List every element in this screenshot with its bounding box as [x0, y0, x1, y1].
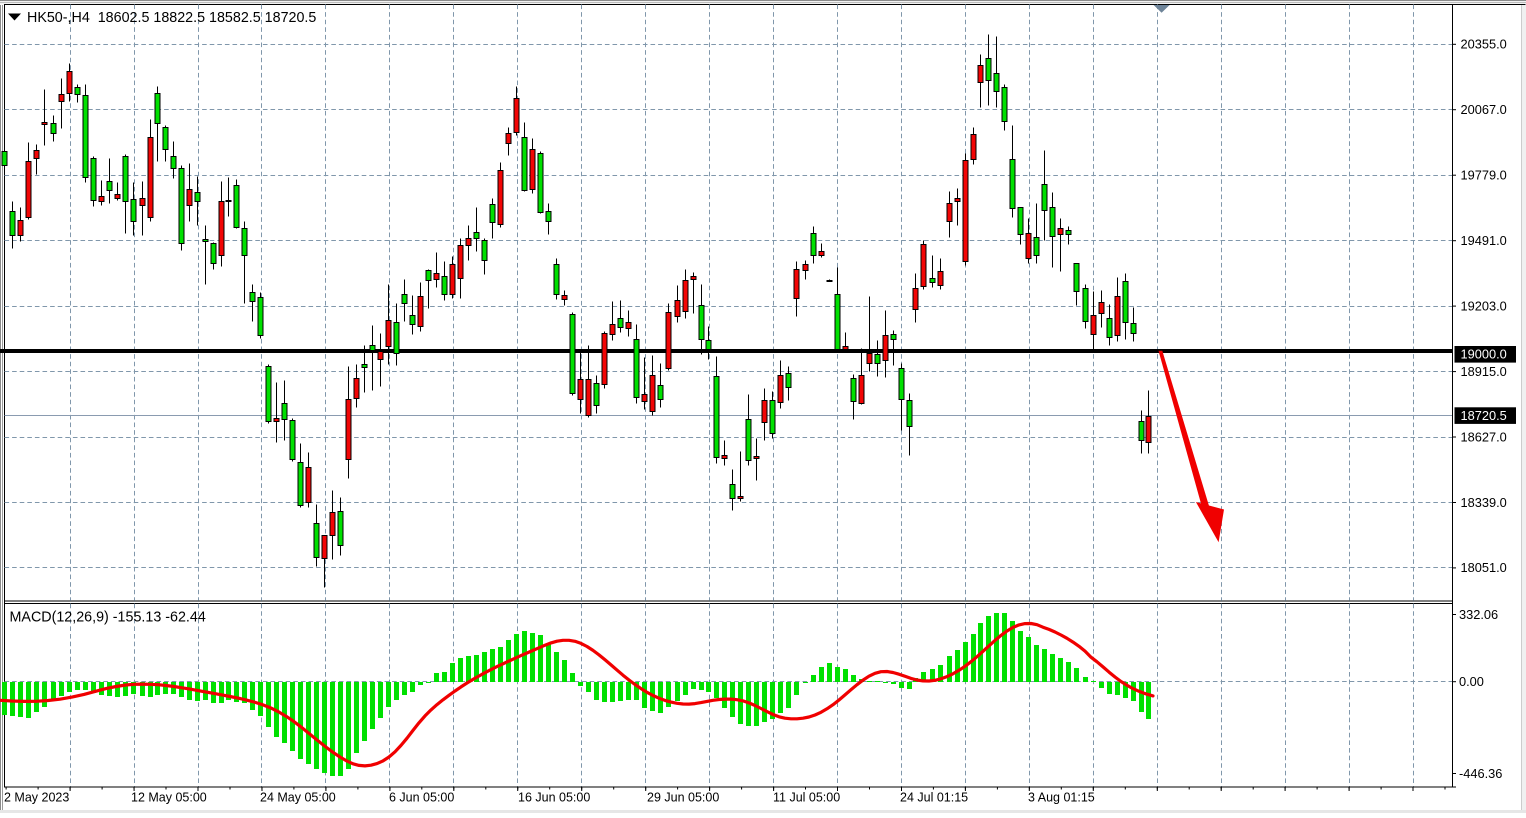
- svg-text:3 Aug 01:15: 3 Aug 01:15: [1028, 790, 1095, 804]
- svg-text:MACD(12,26,9) -155.13 -62.44: MACD(12,26,9) -155.13 -62.44: [10, 609, 206, 625]
- svg-text:18339.0: 18339.0: [1461, 495, 1507, 510]
- svg-text:18627.0: 18627.0: [1461, 429, 1507, 444]
- svg-text:-446.36: -446.36: [1459, 766, 1502, 781]
- svg-text:332.06: 332.06: [1459, 607, 1498, 622]
- svg-text:6 Jun 05:00: 6 Jun 05:00: [389, 790, 454, 804]
- svg-text:20355.0: 20355.0: [1461, 37, 1507, 52]
- svg-text:HK50-,H4 18602.5 18822.5 1858: HK50-,H4 18602.5 18822.5 18582.5 18720.5: [27, 10, 316, 26]
- svg-text:19779.0: 19779.0: [1461, 168, 1507, 183]
- svg-text:18720.5: 18720.5: [1461, 408, 1507, 423]
- svg-text:19491.0: 19491.0: [1461, 233, 1507, 248]
- svg-text:18051.0: 18051.0: [1461, 560, 1507, 575]
- svg-text:20067.0: 20067.0: [1461, 102, 1507, 117]
- svg-text:29 Jun 05:00: 29 Jun 05:00: [647, 790, 719, 804]
- svg-text:18915.0: 18915.0: [1461, 364, 1507, 379]
- svg-text:0.00: 0.00: [1459, 674, 1484, 689]
- svg-text:11 Jul 05:00: 11 Jul 05:00: [773, 790, 840, 804]
- svg-text:16 Jun 05:00: 16 Jun 05:00: [518, 790, 590, 804]
- svg-text:19000.0: 19000.0: [1461, 347, 1507, 362]
- svg-text:24 May 05:00: 24 May 05:00: [260, 790, 336, 804]
- svg-text:2 May 2023: 2 May 2023: [4, 790, 69, 804]
- svg-text:19203.0: 19203.0: [1461, 298, 1507, 313]
- svg-text:24 Jul 01:15: 24 Jul 01:15: [900, 790, 968, 804]
- svg-text:12 May 05:00: 12 May 05:00: [131, 790, 207, 804]
